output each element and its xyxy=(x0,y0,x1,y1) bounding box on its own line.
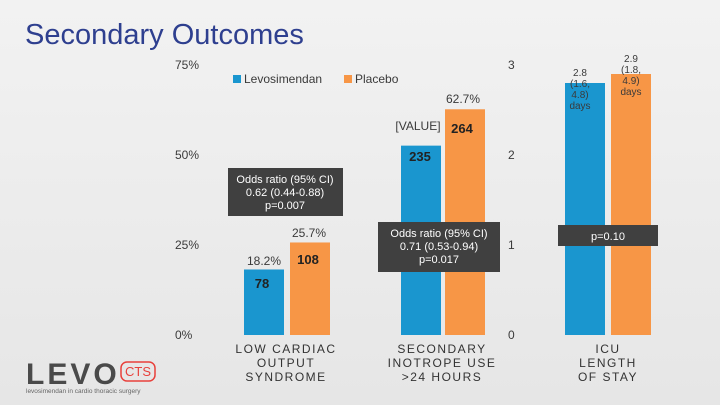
y-left-tick-label: 25% xyxy=(175,238,199,252)
callout-box xyxy=(558,225,658,246)
data-label-placebo-n: 108 xyxy=(297,252,319,267)
callout-box xyxy=(228,168,343,216)
data-label-placebo-pct: 62.7% xyxy=(446,92,480,106)
bar-placebo xyxy=(611,74,651,335)
bar-levosimendan xyxy=(244,269,284,335)
callout-box xyxy=(378,222,500,272)
legend-swatch-placebo xyxy=(344,75,352,83)
data-label-levo-n: 78 xyxy=(255,276,269,291)
x-category-label: ICU LENGTH OF STAY xyxy=(578,342,638,384)
legend-label-placebo: Placebo xyxy=(355,72,399,86)
y-right-tick-label: 2 xyxy=(508,148,515,162)
data-label-placebo-n: 264 xyxy=(451,121,473,136)
y-right-tick-label: 0 xyxy=(508,328,515,342)
x-category-label: SECONDARY INOTROPE USE >24 HOURS xyxy=(388,342,497,384)
logo-tagline: levosimendan in cardio thoracic surgery xyxy=(26,388,141,395)
y-right-tick-label: 3 xyxy=(508,58,515,72)
data-label-levo-days: 2.8 (1.6, 4.8) days xyxy=(569,68,590,112)
bar-placebo xyxy=(290,242,330,335)
legend-swatch-levosimendan xyxy=(233,75,241,83)
data-label-levo-pct: 18.2% xyxy=(247,254,281,268)
y-left-tick-label: 50% xyxy=(175,148,199,162)
callout-text: Odds ratio (95% CI) 0.62 (0.44-0.88) p=0.0… xyxy=(236,174,333,212)
callout-text: Odds ratio (95% CI) 0.71 (0.53-0.94) p=0.0… xyxy=(390,228,487,266)
slide-title: Secondary Outcomes xyxy=(25,19,304,51)
x-category-label: LOW CARDIAC OUTPUT SYNDROME xyxy=(235,342,336,384)
y-left-tick-label: 0% xyxy=(175,328,193,342)
y-left-tick-label: 75% xyxy=(175,58,199,72)
logo-badge-frame xyxy=(120,361,156,382)
data-label-placebo-days: 2.9 (1.8, 4.9) days xyxy=(620,54,641,98)
data-label-levo-pct: [VALUE] xyxy=(395,119,440,133)
legend-label-levosimendan: Levosimendan xyxy=(244,72,322,86)
bar-levosimendan xyxy=(565,83,605,335)
logo-text: LEVO xyxy=(26,358,120,391)
logo-badge-text: CTS xyxy=(125,364,151,379)
y-right-tick-label: 1 xyxy=(508,238,515,252)
callout-text: p=0.10 xyxy=(591,231,625,243)
data-label-levo-n: 235 xyxy=(409,149,431,164)
data-label-placebo-pct: 25.7% xyxy=(292,226,326,240)
